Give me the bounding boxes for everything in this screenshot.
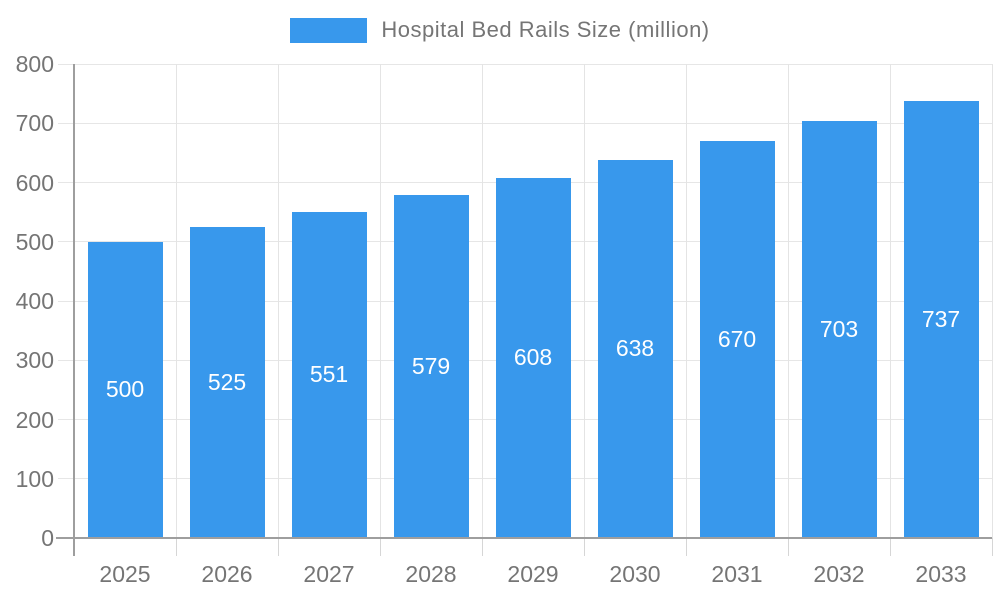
bar: 525 <box>189 226 265 538</box>
y-grid-line <box>58 122 992 124</box>
x-axis-tick-label: 2030 <box>609 561 661 587</box>
x-axis-boundary-tick <box>991 538 993 556</box>
y-axis-line <box>73 64 75 556</box>
y-axis-tick-label: 200 <box>15 406 54 433</box>
bar-value-label: 500 <box>105 376 145 403</box>
x-axis-boundary-tick <box>175 538 177 556</box>
category-grid-line <box>685 64 687 538</box>
x-axis-boundary-tick <box>889 538 891 556</box>
category-grid-line <box>175 64 177 538</box>
x-axis-baseline <box>56 537 992 539</box>
y-axis-tick-label: 700 <box>15 110 54 137</box>
bar: 500 <box>87 241 163 538</box>
x-axis-tick-label: 2029 <box>507 561 559 587</box>
bar: 579 <box>393 194 469 538</box>
bar: 703 <box>801 121 877 538</box>
bar: 551 <box>291 211 367 538</box>
category-grid-line <box>889 64 891 538</box>
bar: 670 <box>699 141 775 538</box>
y-axis-tick-label: 500 <box>15 228 54 255</box>
bar-value-label: 525 <box>207 368 247 395</box>
bar-value-label: 551 <box>309 361 349 388</box>
bar-value-label: 608 <box>513 344 553 371</box>
bar: 638 <box>597 159 673 538</box>
bar: 608 <box>495 177 571 538</box>
x-axis-boundary-tick <box>685 538 687 556</box>
bar-value-label: 638 <box>615 335 655 362</box>
category-grid-line <box>583 64 585 538</box>
x-axis-tick-label: 2025 <box>99 561 151 587</box>
x-axis-boundary-tick <box>583 538 585 556</box>
category-grid-line <box>379 64 381 538</box>
y-grid-line <box>58 63 992 65</box>
x-axis-tick-label: 2033 <box>915 561 967 587</box>
category-grid-line <box>991 64 993 538</box>
bar: 737 <box>903 101 979 538</box>
x-axis-boundary-tick <box>481 538 483 556</box>
bar-value-label: 579 <box>411 352 451 379</box>
category-grid-line <box>481 64 483 538</box>
x-axis-tick-label: 2031 <box>711 561 763 587</box>
category-grid-line <box>277 64 279 538</box>
bar-value-label: 670 <box>717 326 757 352</box>
x-axis-boundary-tick <box>787 538 789 556</box>
bar-value-label: 703 <box>819 316 859 343</box>
x-axis-boundary-tick <box>277 538 279 556</box>
y-axis-tick-label: 400 <box>15 288 54 314</box>
x-axis-tick-label: 2032 <box>813 561 865 587</box>
x-axis-tick-label: 2027 <box>303 561 355 587</box>
y-axis-tick-label: 100 <box>15 465 54 492</box>
y-axis-tick-label: 800 <box>15 51 54 77</box>
y-axis-tick-label: 300 <box>15 347 54 374</box>
x-axis-boundary-tick <box>379 538 381 556</box>
y-axis-tick-label: 600 <box>15 169 54 196</box>
bar-value-label: 737 <box>921 306 961 333</box>
y-axis-tick-label: 0 <box>41 525 54 551</box>
x-axis-tick-label: 2028 <box>405 561 457 587</box>
category-grid-line <box>787 64 789 538</box>
x-axis-tick-label: 2026 <box>201 561 253 587</box>
